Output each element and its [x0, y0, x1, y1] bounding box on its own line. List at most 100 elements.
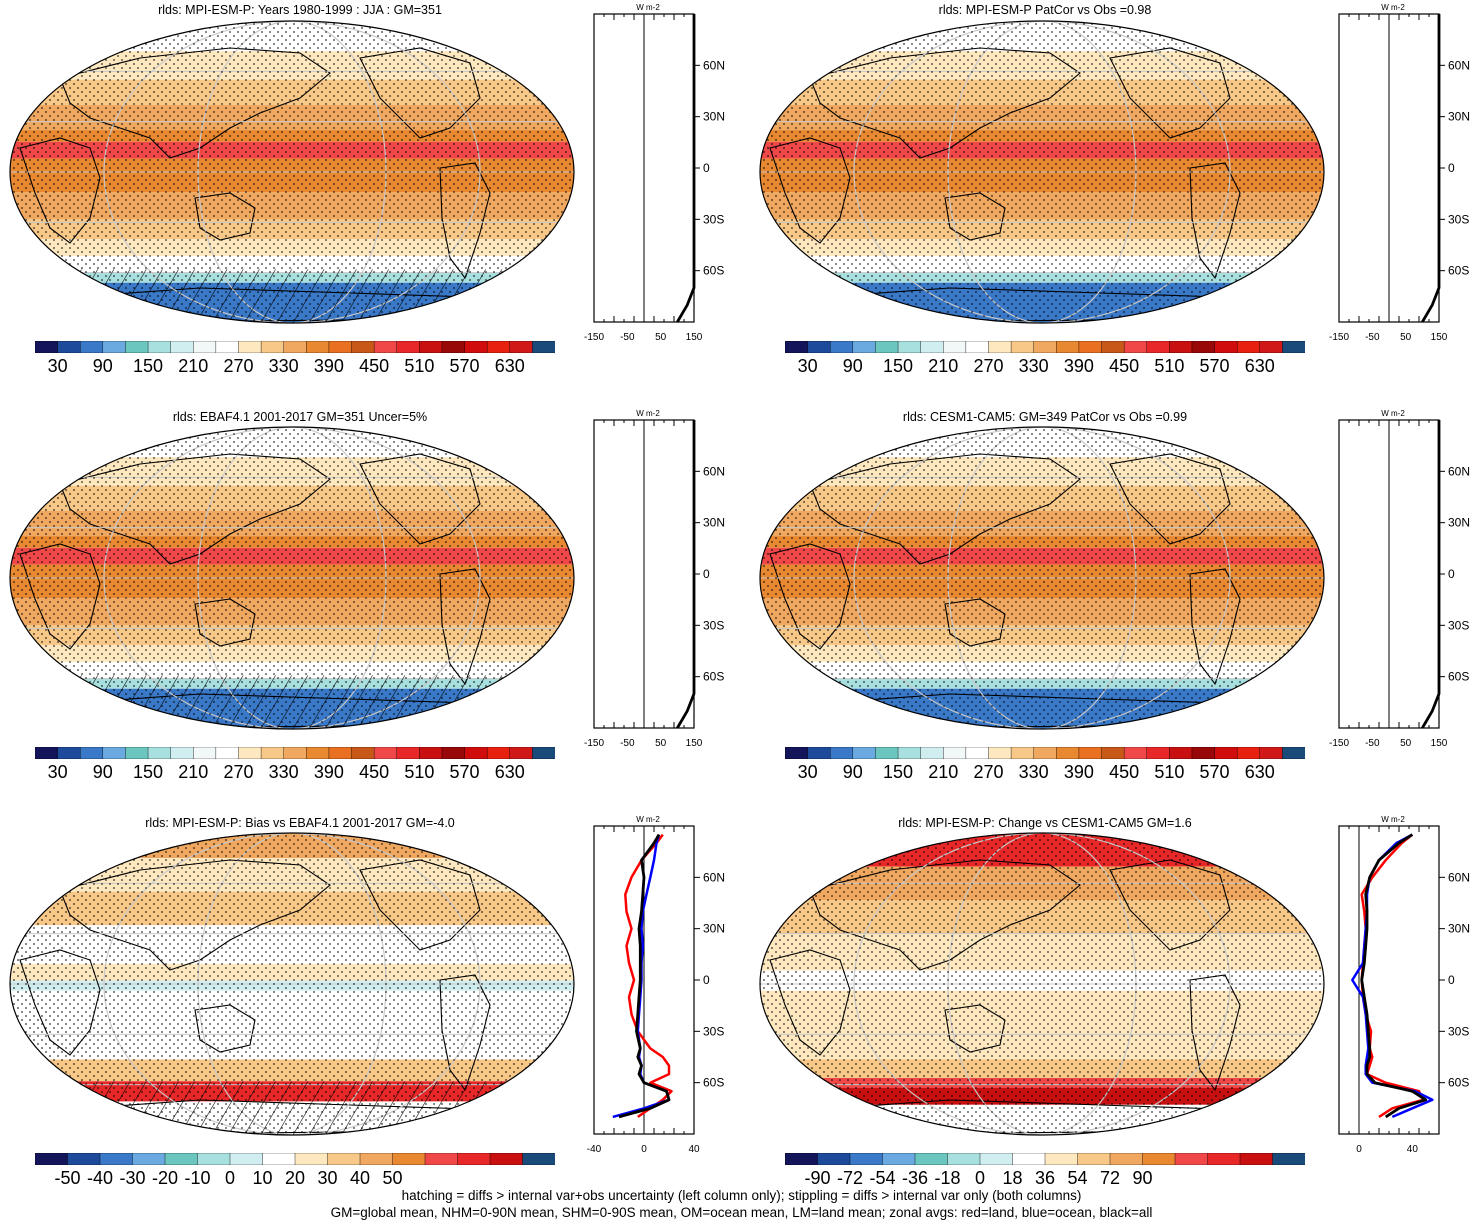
colorbar-swatch	[1239, 1153, 1274, 1165]
zonal-x-tick-label: 150	[686, 332, 703, 343]
zonal-x-tick-label: -150	[584, 738, 604, 749]
colorbar-tick-label: 570	[449, 356, 480, 376]
colorbar-labels-1: 30 90 150 210 270 330 390 450 510 570 630	[35, 356, 555, 376]
colorbar-tick-label: 510	[1154, 762, 1185, 782]
colorbar-tick-label: 270	[973, 762, 1004, 782]
map-border	[759, 20, 1325, 324]
colorbar-swatch	[875, 341, 899, 353]
colorbar-swatch	[1033, 341, 1058, 353]
colorbar-swatch	[785, 341, 809, 353]
zonal-mean-plot-3: W m-2 60N 30N 0 30S 60S -150 -50 50 150	[584, 409, 725, 749]
colorbar-tick-label: 330	[1018, 356, 1049, 376]
colorbar-tick-label: 50	[382, 1168, 403, 1188]
colorbar-swatch	[35, 341, 59, 353]
colorbar-swatch	[1207, 1153, 1241, 1165]
zonal-y-tick-label: 60N	[703, 870, 725, 884]
colorbar-swatch	[1146, 341, 1171, 353]
zonal-mean-plot-4: W m-2 60N 30N 0 30S 60S -150 -50 50 150	[1329, 409, 1470, 749]
colorbar-swatch	[817, 1153, 851, 1165]
colorbar-swatch	[419, 747, 443, 759]
colorbar-swatch	[132, 1153, 166, 1165]
zonal-y-tick-label: 30S	[1448, 1024, 1469, 1038]
colorbar-5	[35, 1153, 555, 1165]
zonal-x-tick-label: -50	[620, 332, 635, 343]
colorbar-swatch	[294, 1153, 329, 1165]
footer-line-2: GM=global mean, NHM=0-90N mean, SHM=0-90…	[330, 1205, 1153, 1220]
colorbar-tick-label: -36	[901, 1168, 929, 1188]
colorbar-swatch	[489, 1153, 524, 1165]
colorbar-tick-label: 18	[1002, 1168, 1023, 1188]
zonal-y-tick-label: 30N	[1448, 922, 1470, 936]
colorbar-swatch	[229, 1153, 264, 1165]
zonal-y-tick-label: 60S	[1448, 670, 1469, 684]
zonal-x-tick-label: -50	[1365, 738, 1380, 749]
colorbar-tick-label: 270	[223, 356, 254, 376]
colorbar-swatch	[1056, 341, 1080, 353]
zonal-y-tick-label: 60S	[1448, 264, 1469, 278]
colorbar-swatch	[897, 341, 922, 353]
colorbar-swatch	[306, 341, 330, 353]
colorbar-tick-label: 210	[928, 356, 959, 376]
zonal-y-tick-label: 30S	[703, 212, 724, 226]
colorbar-labels-6: -90 -72 -54 -36 -18 0 18 36 54 72 90	[785, 1168, 1305, 1188]
colorbar-swatch	[1142, 1153, 1176, 1165]
colorbar-swatch	[35, 747, 59, 759]
zonal-all-series	[1360, 833, 1428, 1119]
colorbar-swatch	[457, 1153, 491, 1165]
colorbar-4	[785, 747, 1305, 759]
colorbar-swatch	[57, 341, 81, 353]
zonal-y-tick-label: 30N	[703, 110, 725, 124]
colorbar-swatch	[988, 747, 1012, 759]
colorbar-tick-label: 72	[1099, 1168, 1121, 1188]
colorbar-swatch	[875, 747, 899, 759]
colorbar-swatch	[57, 747, 81, 759]
colorbar-swatch	[283, 341, 308, 353]
colorbar-tick-label: -20	[151, 1168, 179, 1188]
colorbar-swatch	[1191, 747, 1216, 759]
colorbar-tick-label: 510	[404, 356, 435, 376]
colorbar-tick-label: 90	[1132, 1168, 1153, 1188]
colorbar-tick-label: -10	[184, 1168, 211, 1188]
colorbar-swatch	[1101, 341, 1125, 353]
colorbar-swatch	[147, 341, 172, 353]
zonal-x-tick-label: 50	[1400, 738, 1412, 749]
colorbar-tick-label: 330	[268, 762, 299, 782]
colorbar-labels-5: -50 -40 -30 -20 -10 0 10 20 30 40 50	[35, 1168, 555, 1188]
colorbar-swatch	[102, 747, 127, 759]
colorbar-swatch	[807, 341, 831, 353]
zonal-y-tick-label: 30N	[1448, 110, 1470, 124]
colorbar-tick-label: -30	[119, 1168, 146, 1188]
colorbar-tick-label: 630	[494, 356, 525, 376]
colorbar-swatch	[914, 1153, 949, 1165]
colorbar-swatch	[328, 747, 353, 759]
colorbar-swatch	[1272, 1153, 1305, 1165]
colorbar-tick-label: -54	[869, 1168, 896, 1188]
colorbar-tick-label: 30	[47, 762, 68, 782]
hatching-overlay	[10, 675, 574, 729]
colorbar-swatch	[1012, 1153, 1046, 1165]
colorbar-swatch	[979, 1153, 1014, 1165]
colorbar-tick-label: 330	[268, 356, 299, 376]
colorbar-swatch	[441, 341, 466, 353]
colorbar-swatch	[1010, 747, 1035, 759]
colorbar-swatch	[830, 341, 854, 353]
colorbar-labels-3: 30 90 150 210 270 330 390 450 510 570 630	[35, 762, 555, 782]
colorbar-swatch	[1078, 747, 1103, 759]
zonal-y-tick-label: 30N	[703, 922, 725, 936]
colorbar-swatch	[1191, 341, 1216, 353]
colorbar-swatch	[1259, 747, 1284, 759]
colorbar-swatch	[67, 1153, 101, 1165]
colorbar-tick-label: 390	[313, 762, 344, 782]
colorbar-swatch	[522, 1153, 555, 1165]
zonal-x-tick-label: -40	[587, 1144, 602, 1155]
map-border	[9, 20, 575, 324]
colorbar-swatch	[1214, 341, 1238, 353]
colorbar-swatch	[396, 747, 421, 759]
colorbar-tick-label: 570	[1199, 356, 1230, 376]
colorbar-swatch	[80, 747, 104, 759]
colorbar-swatch	[373, 341, 398, 353]
footer-line-1: hatching = diffs > internal var+obs unce…	[401, 1188, 1082, 1203]
colorbar-tick-label: 210	[928, 762, 959, 782]
colorbar-tick-label: 90	[842, 356, 863, 376]
colorbar-tick-label: 450	[359, 356, 390, 376]
